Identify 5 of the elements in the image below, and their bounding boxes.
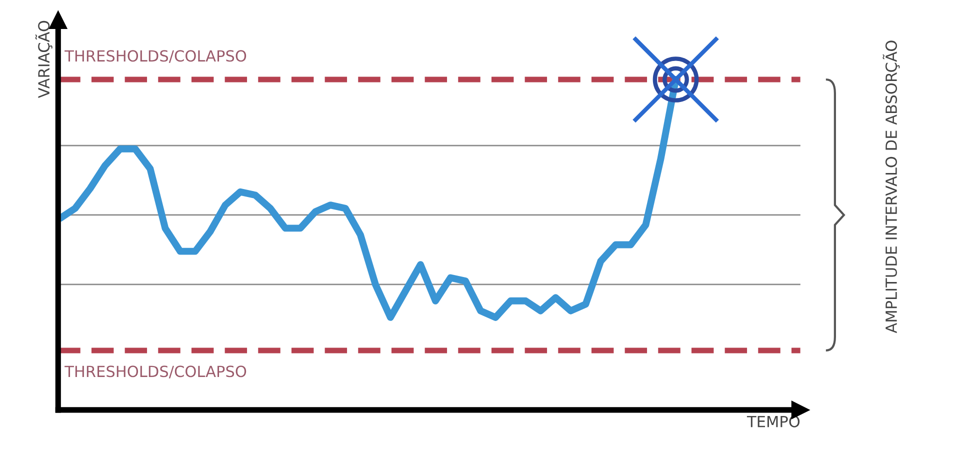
text: AMPLITUDE INTERVALO DE ABSORÇÃO [882,40,900,334]
x-axis-title: TEMPO [746,416,800,428]
y-axis-title: VARIAÇÃO [35,20,52,98]
ref-line-label: THRESHOLDS/COLAPSO [64,50,246,63]
ref-line-label: THRESHOLDS/COLAPSO [64,366,246,378]
